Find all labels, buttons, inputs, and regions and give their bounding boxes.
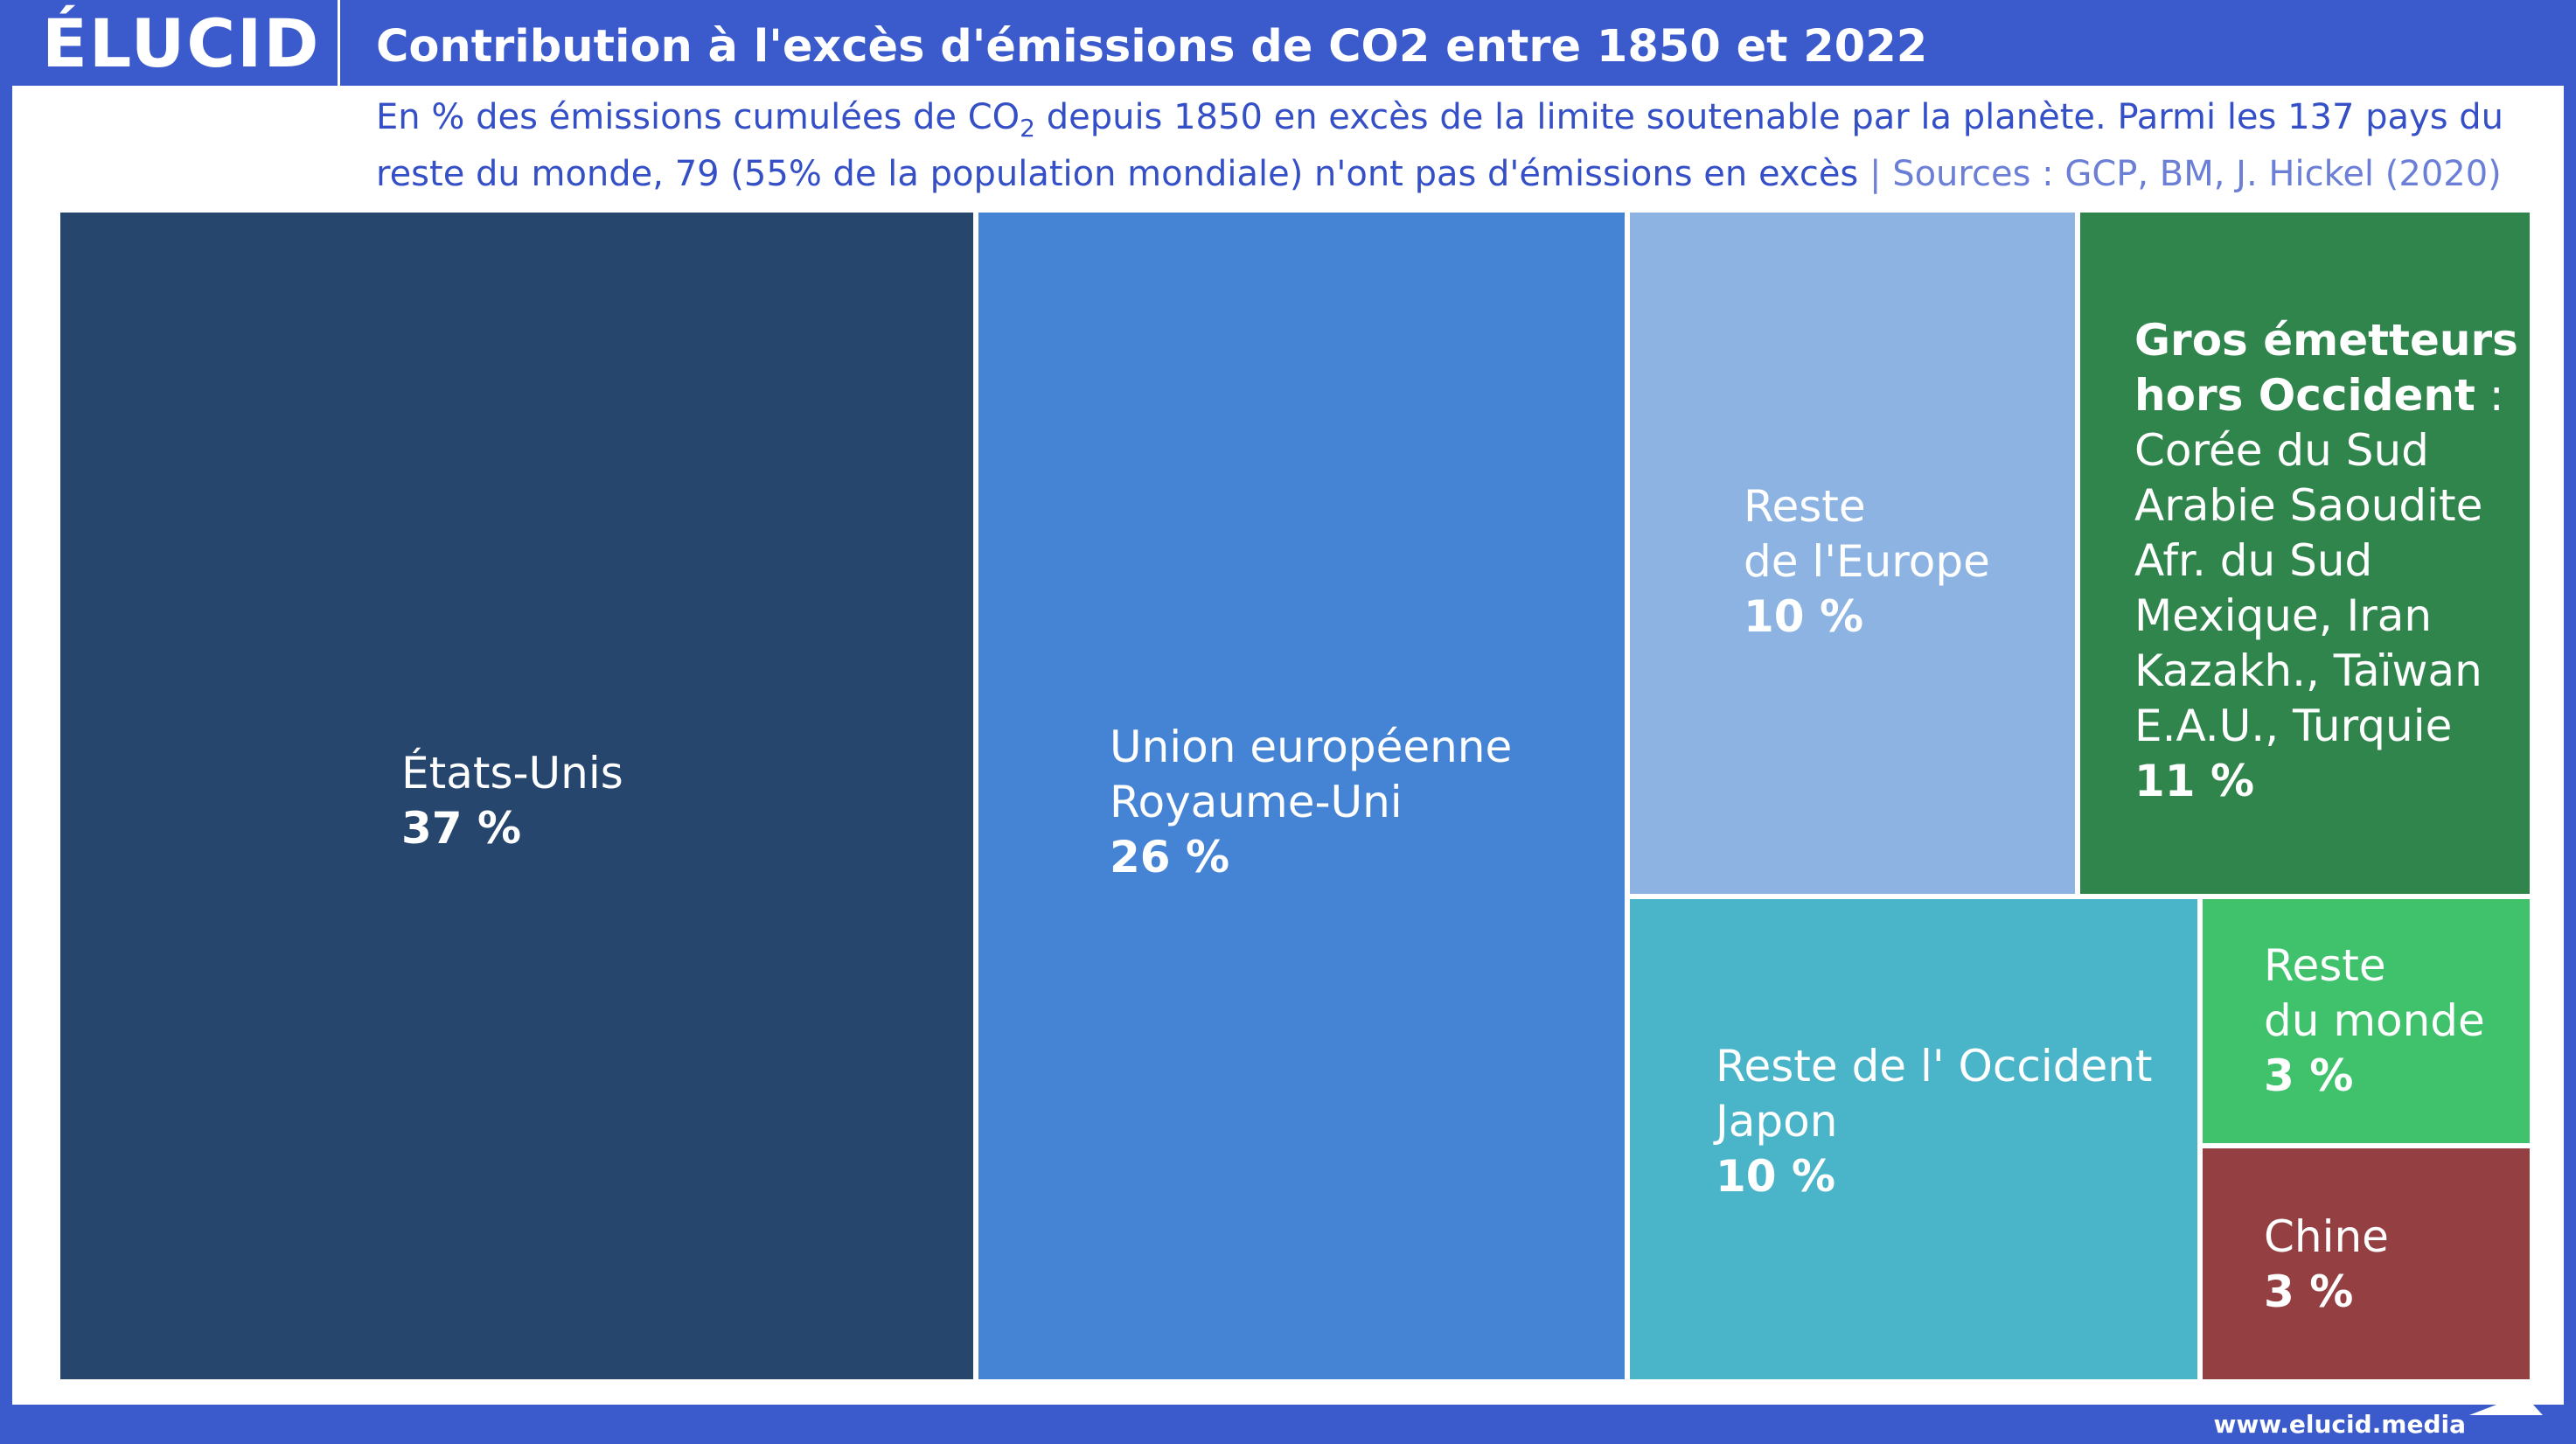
elucid-mark-icon	[2468, 1394, 2561, 1415]
cell-label-line: Corée du Sud	[2134, 425, 2429, 476]
cell-label-line: E.A.U., Turquie	[2134, 701, 2453, 751]
footer-url[interactable]: www.elucid.media	[2213, 1410, 2466, 1439]
cell-label-line: États-Unis	[401, 748, 623, 799]
cell-label-line: Kazakh., Taïwan	[2134, 645, 2482, 696]
cell-label: Reste du monde 3 %	[2264, 938, 2485, 1104]
cell-etats-unis: États-Unis 37 %	[58, 210, 976, 1382]
cell-label: Reste de l' Occident Japon 10 %	[1716, 1039, 2153, 1204]
cell-label-line: Japon	[1716, 1096, 1838, 1147]
cell-value-label: 26 %	[1110, 832, 1230, 882]
cell-label: Chine 3 %	[2264, 1210, 2389, 1320]
cell-label: Reste de l'Europe 10 %	[1744, 479, 1990, 645]
chart-subtitle: En % des émissions cumulées de CO2 depui…	[376, 94, 2553, 198]
cell-label-line: Reste de l' Occident	[1716, 1041, 2153, 1092]
cell-label-line: hors Occident :	[2134, 370, 2504, 421]
cell-value-label: 11 %	[2134, 756, 2255, 806]
cell-label-line: Afr. du Sud	[2134, 535, 2373, 586]
subtitle-line-2: reste du monde, 79 (55% de la population…	[376, 154, 2502, 194]
cell-reste-europe: Reste de l'Europe 10 %	[1627, 210, 2078, 896]
sources-text: | Sources : GCP, BM, J. Hickel (2020)	[1858, 154, 2502, 194]
cell-value-label: 37 %	[401, 803, 522, 854]
treemap: États-Unis 37 % Union européenne Royaume-Un…	[58, 210, 2532, 1382]
cell-label-line: Royaume-Uni	[1110, 777, 1403, 827]
cell-label-line: Mexique, Iran	[2134, 590, 2433, 641]
chart-title: Contribution à l'excès d'émissions de CO…	[376, 21, 1928, 73]
cell-value-label: 3 %	[2264, 1266, 2354, 1317]
cell-label-line: Union européenne	[1110, 722, 1513, 772]
cell-value-label: 10 %	[1716, 1151, 1836, 1202]
cell-label: Union européenne Royaume-Uni 26 %	[1110, 720, 1512, 885]
cell-reste-occident: Reste de l' Occident Japon 10 %	[1627, 896, 2200, 1382]
cell-value-label: 3 %	[2264, 1050, 2354, 1101]
cell-chine: Chine 3 %	[2200, 1146, 2532, 1382]
cell-label-line: Reste	[1744, 481, 1866, 532]
header-bar: ÉLUCID Contribution à l'excès d'émission…	[0, 0, 2576, 86]
cell-label: Gros émetteurs hors Occident : Corée du Su…	[2134, 313, 2518, 809]
cell-label-line: Gros émetteurs	[2134, 315, 2518, 366]
cell-ue-royaume-uni: Union européenne Royaume-Uni 26 %	[976, 210, 1627, 1382]
cell-label-line: de l'Europe	[1744, 536, 1990, 587]
subtitle-line-1: En % des émissions cumulées de CO2 depui…	[376, 97, 2504, 143]
cell-label-line: du monde	[2264, 995, 2485, 1046]
header-divider	[338, 0, 340, 86]
cell-label-line: Chine	[2264, 1211, 2389, 1262]
cell-label-line: Reste	[2264, 940, 2386, 991]
cell-label-line: Arabie Saoudite	[2134, 480, 2483, 531]
cell-label: États-Unis 37 %	[401, 746, 623, 856]
cell-reste-du-monde: Reste du monde 3 %	[2200, 896, 2532, 1146]
cell-gros-emetteurs: Gros émetteurs hors Occident : Corée du Su…	[2078, 210, 2532, 896]
cell-value-label: 10 %	[1744, 591, 1864, 642]
elucid-logo: ÉLUCID	[42, 4, 321, 82]
